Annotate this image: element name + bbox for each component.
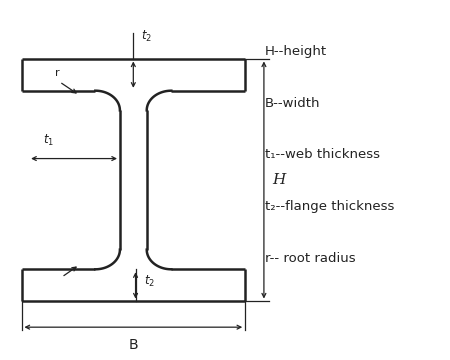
Text: H: H xyxy=(272,173,285,187)
Text: r-- root radius: r-- root radius xyxy=(265,252,356,265)
Text: H--height: H--height xyxy=(265,45,328,58)
Text: $t_2$: $t_2$ xyxy=(144,274,155,289)
Text: B--width: B--width xyxy=(265,97,321,110)
Text: $t_2$: $t_2$ xyxy=(141,29,153,44)
Text: t₂--flange thickness: t₂--flange thickness xyxy=(265,200,395,213)
Text: B: B xyxy=(129,338,138,352)
Text: $t_1$: $t_1$ xyxy=(43,133,54,148)
Text: r: r xyxy=(55,68,59,78)
Text: t₁--web thickness: t₁--web thickness xyxy=(265,148,380,162)
